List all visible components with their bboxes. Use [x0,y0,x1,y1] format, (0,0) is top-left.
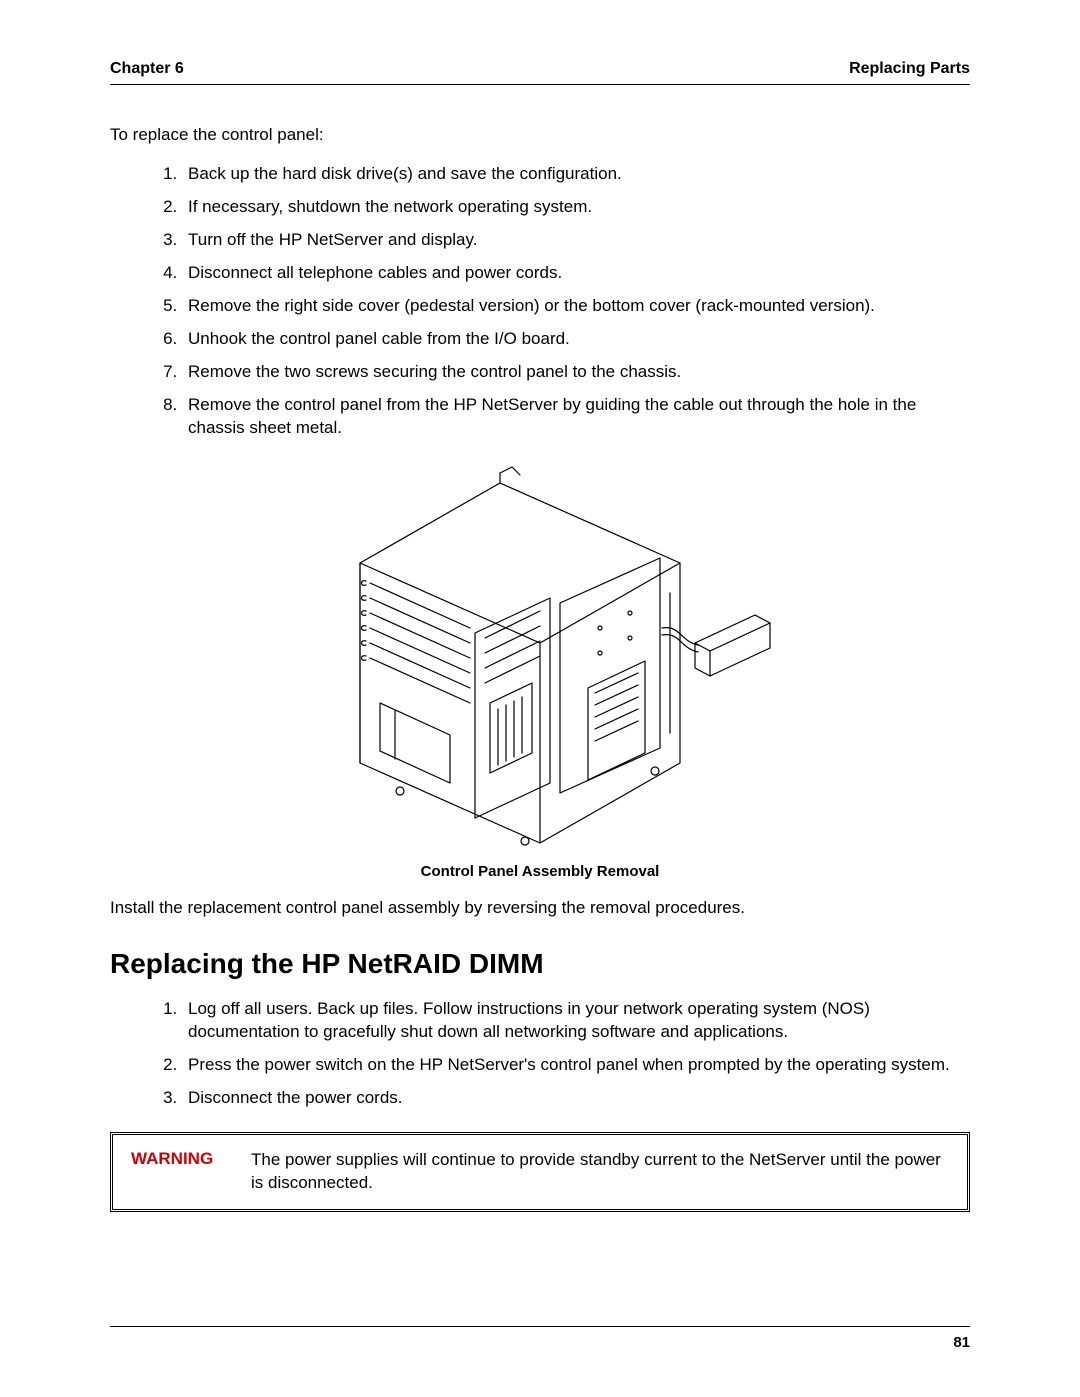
page-header: Chapter 6 Replacing Parts [110,60,970,85]
list-item: Remove the control panel from the HP Net… [182,394,970,440]
warning-text: The power supplies will continue to prov… [251,1149,949,1195]
chassis-diagram-icon [300,453,780,853]
list-item: Log off all users. Back up files. Follow… [182,998,970,1044]
procedure-list-2: Log off all users. Back up files. Follow… [110,998,970,1110]
list-item: Disconnect the power cords. [182,1087,970,1110]
section-heading: Replacing the HP NetRAID DIMM [110,948,970,980]
intro-text: To replace the control panel: [110,125,970,145]
list-item: Remove the two screws securing the contr… [182,361,970,384]
list-item: Unhook the control panel cable from the … [182,328,970,351]
header-section: Replacing Parts [849,60,970,78]
list-item: Disconnect all telephone cables and powe… [182,262,970,285]
footer-rule [110,1326,970,1327]
list-item: Turn off the HP NetServer and display. [182,229,970,252]
header-chapter: Chapter 6 [110,60,184,78]
figure-caption: Control Panel Assembly Removal [110,863,970,880]
list-item: Press the power switch on the HP NetServ… [182,1054,970,1077]
post-figure-text: Install the replacement control panel as… [110,898,970,918]
figure-diagram [110,453,970,853]
procedure-list-1: Back up the hard disk drive(s) and save … [110,163,970,439]
list-item: If necessary, shutdown the network opera… [182,196,970,219]
list-item: Remove the right side cover (pedestal ve… [182,295,970,318]
list-item: Back up the hard disk drive(s) and save … [182,163,970,186]
document-page: Chapter 6 Replacing Parts To replace the… [0,0,1080,1397]
warning-callout: WARNING The power supplies will continue… [110,1132,970,1212]
warning-label: WARNING [131,1149,251,1169]
page-number: 81 [953,1334,970,1351]
